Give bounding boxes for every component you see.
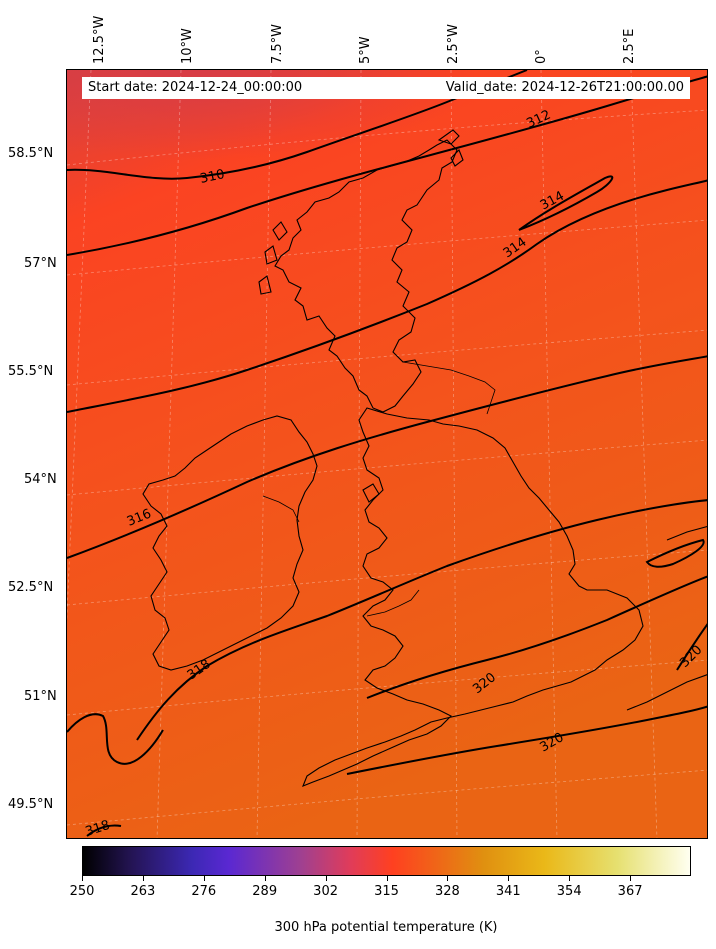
contour-312 — [67, 75, 707, 256]
map-canvas: 310 312 314 314 316 318 320 320 320 318 — [67, 70, 707, 839]
lon-label-10w: 10°W — [180, 28, 195, 64]
lon-label-0: 0° — [534, 49, 549, 64]
lon-label-7.5w: 7.5°W — [270, 23, 285, 64]
colorbar-tick-label: 341 — [495, 884, 521, 899]
colorbar-tick-label: 276 — [191, 884, 217, 899]
colorbar-tick — [203, 876, 205, 881]
contour-label-310: 310 — [199, 167, 226, 187]
contour-318 — [136, 499, 707, 741]
colorbar-tick-label: 263 — [130, 884, 156, 899]
lat-label-55.5n: 55.5°N — [8, 364, 54, 379]
colorbar-tick-label: 315 — [374, 884, 399, 899]
valid-date-text: Valid_date: 2024-12-26T21:00:00.00 — [445, 80, 684, 95]
colorbar-tick — [142, 876, 144, 881]
coastlines — [142, 129, 707, 787]
contour-318-lower — [67, 713, 164, 765]
colorbar-tick — [630, 876, 632, 881]
lat-label-52.5n: 52.5°N — [8, 580, 54, 595]
colorbar-tick — [386, 876, 388, 881]
lat-label-57n: 57°N — [24, 256, 57, 271]
contour-314-inner — [518, 175, 614, 231]
contour-lines — [67, 70, 707, 837]
lat-label-49.5n: 49.5°N — [8, 797, 54, 812]
colorbar-tick-label: 289 — [252, 884, 278, 899]
colorbar-title: 300 hPa potential temperature (K) — [274, 920, 498, 935]
lat-label-58.5n: 58.5°N — [8, 146, 54, 161]
lat-label-54n: 54°N — [24, 472, 57, 487]
colorbar-tick-label: 250 — [69, 884, 95, 899]
contour-314 — [67, 179, 707, 413]
colorbar-tick — [508, 876, 510, 881]
colorbar-tick-label: 328 — [434, 884, 460, 899]
lat-label-51n: 51°N — [24, 689, 57, 704]
contour-316 — [67, 355, 707, 559]
date-info-box: Start date: 2024-12-24_00:00:00 Valid_da… — [82, 77, 690, 99]
lon-label-5w: 5°W — [358, 36, 373, 64]
contour-label-318-corner: 318 — [84, 818, 112, 839]
colorbar-tick — [264, 876, 266, 881]
colorbar-tick — [325, 876, 327, 881]
contour-320-lower — [346, 705, 707, 775]
lon-label-2.5e: 2.5°E — [622, 28, 637, 64]
colorbar-tick-label: 302 — [313, 884, 339, 899]
colorbar-tick — [447, 876, 449, 881]
lon-label-2.5w: 2.5°W — [446, 23, 461, 64]
contour-320-east — [676, 623, 707, 671]
contour-318-corner — [86, 824, 122, 837]
map-panel: 310 312 314 314 316 318 320 320 320 318 — [66, 69, 708, 839]
contour-320-blob — [645, 538, 705, 568]
colorbar-tick — [82, 876, 83, 881]
colorbar-tick-label: 354 — [556, 884, 582, 899]
start-date-text: Start date: 2024-12-24_00:00:00 — [88, 80, 303, 95]
colorbar — [82, 846, 691, 876]
lon-label-12.5w: 12.5°W — [92, 15, 107, 64]
colorbar-tick-label: 367 — [617, 884, 643, 899]
cold-region — [67, 70, 707, 270]
borders — [262, 361, 496, 617]
graticule — [67, 70, 707, 838]
colorbar-tick — [569, 876, 571, 881]
contour-320 — [366, 575, 707, 699]
